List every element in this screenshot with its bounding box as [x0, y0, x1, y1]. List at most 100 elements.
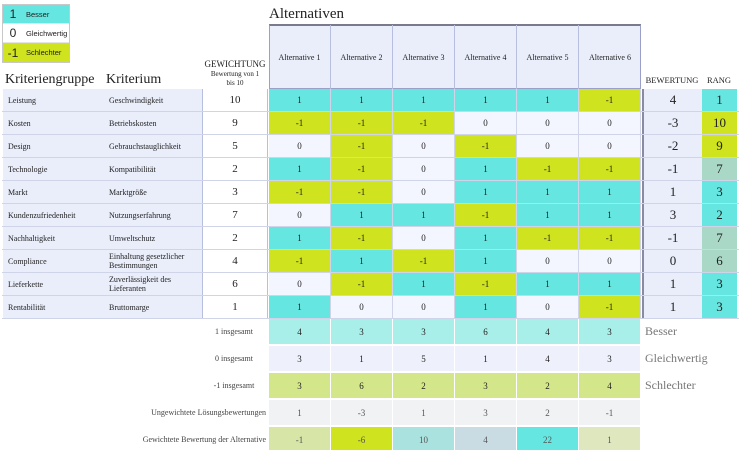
alternative-value-cell: 1 — [579, 181, 641, 203]
legend-symbol: 0 — [9, 26, 17, 40]
alternative-value-cell: 1 — [331, 89, 393, 111]
criterion-header: Kriterium — [106, 72, 162, 87]
criteria-group-cell: Leistung — [3, 89, 105, 111]
alternative-value-cell: -1 — [517, 158, 579, 180]
alternative-value-cell: -1 — [331, 135, 393, 157]
summary-value-cell: 1 — [455, 346, 517, 371]
alternative-value-cell: -1 — [393, 112, 455, 134]
alternative-value-cell: 1 — [269, 296, 331, 318]
criteria-group-cell: Lieferkette — [3, 273, 105, 295]
summary-value-cell: -6 — [331, 427, 393, 450]
legend-row-better: 1 Besser — [3, 5, 69, 24]
alternative-value-cell: -1 — [331, 112, 393, 134]
summary-tag: Besser — [645, 324, 677, 338]
criteria-group-cell: Rentabilität — [3, 296, 105, 318]
summary-value-cell: 2 — [393, 373, 455, 398]
summary-value-cell: 1 — [331, 346, 393, 371]
alternative-value-cell: 1 — [455, 296, 517, 318]
summary-value-cell: 3 — [579, 319, 641, 344]
row-divider — [2, 249, 739, 250]
summary-value-cell: -1 — [579, 400, 641, 425]
summary-value-cell: 3 — [455, 400, 517, 425]
alternative-value-cell: 1 — [455, 250, 517, 272]
summary-value-cell: 10 — [393, 427, 455, 450]
summary-value-cell: 3 — [579, 346, 641, 371]
alt-header-5: Alternative 5 — [517, 25, 579, 89]
score-cell: -1 — [642, 158, 702, 180]
weight-cell: 3 — [202, 181, 268, 203]
rank-cell: 9 — [702, 135, 737, 157]
alt-header-2: Alternative 2 — [331, 25, 393, 89]
alternative-value-cell: -1 — [269, 250, 331, 272]
summary-value-cell: 1 — [269, 400, 331, 425]
alternative-value-cell: -1 — [331, 227, 393, 249]
alternative-value-cell: 0 — [393, 135, 455, 157]
score-cell: -3 — [642, 112, 702, 134]
alt-header-3: Alternative 3 — [393, 25, 455, 89]
alternative-value-cell: -1 — [331, 158, 393, 180]
weighting-header: GEWICHTUNG — [204, 59, 266, 69]
summary-value-cell: 2 — [517, 373, 579, 398]
summary-value-cell: 4 — [517, 319, 579, 344]
summary-value-cell: 3 — [269, 346, 331, 371]
alternative-value-cell: -1 — [517, 227, 579, 249]
alternative-value-cell: -1 — [269, 181, 331, 203]
rank-cell: 7 — [702, 227, 737, 249]
criterion-cell: Bruttomarge — [104, 296, 202, 318]
summary-value-cell: 2 — [517, 400, 579, 425]
alternative-value-cell: 1 — [393, 273, 455, 295]
alt-header-4: Alternative 4 — [455, 25, 517, 89]
alternative-value-cell: 1 — [517, 89, 579, 111]
summary-tag: Gleichwertig — [645, 351, 708, 365]
row-divider — [2, 272, 739, 273]
alternative-value-cell: 1 — [269, 89, 331, 111]
alternative-value-cell: 1 — [455, 181, 517, 203]
rank-cell: 2 — [702, 204, 737, 226]
weight-cell: 4 — [202, 250, 268, 272]
alternative-value-cell: -1 — [579, 158, 641, 180]
legend-row-worse: -1 Schlechter — [3, 43, 69, 62]
alternative-value-cell: -1 — [579, 89, 641, 111]
alternative-value-cell: 1 — [269, 227, 331, 249]
criterion-cell: Geschwindigkeit — [104, 89, 202, 111]
score-cell: 0 — [642, 250, 702, 272]
alternative-value-cell: 1 — [331, 250, 393, 272]
legend-row-equal: 0 Gleichwertig — [3, 24, 69, 43]
criteria-group-cell: Nachhaltigkeit — [3, 227, 105, 249]
rank-cell: 3 — [702, 296, 737, 318]
summary-value-cell: -1 — [269, 427, 331, 450]
weight-cell: 9 — [202, 112, 268, 134]
alternative-value-cell: 1 — [517, 181, 579, 203]
criterion-cell: Zuverlässigkeit des Lieferanten — [104, 273, 202, 295]
alternative-value-cell: 0 — [517, 250, 579, 272]
alternative-value-cell: 0 — [269, 135, 331, 157]
weight-cell: 5 — [202, 135, 268, 157]
criterion-cell: Nutzungserfahrung — [104, 204, 202, 226]
weight-cell: 7 — [202, 204, 268, 226]
alternative-value-cell: 1 — [393, 89, 455, 111]
alternative-value-cell: 0 — [579, 135, 641, 157]
summary-label: Ungewichtete Lösungsbewertungen — [151, 408, 266, 417]
alt-header-1: Alternative 1 — [269, 25, 331, 89]
weight-cell: 2 — [202, 158, 268, 180]
alternatives-header-band — [269, 24, 641, 89]
summary-value-cell: 3 — [331, 319, 393, 344]
alternatives-title: Alternativen — [269, 6, 344, 22]
summary-value-cell: 3 — [269, 373, 331, 398]
alternative-value-cell: 1 — [579, 273, 641, 295]
alternative-value-cell: -1 — [455, 204, 517, 226]
rank-cell: 6 — [702, 250, 737, 272]
alternative-value-cell: -1 — [331, 181, 393, 203]
weight-cell: 2 — [202, 227, 268, 249]
alternative-value-cell: 0 — [269, 273, 331, 295]
summary-value-cell: 6 — [455, 319, 517, 344]
group-header: Kriteriengruppe — [5, 72, 95, 87]
criterion-cell: Umweltschutz — [104, 227, 202, 249]
summary-value-cell: -3 — [331, 400, 393, 425]
alt-header-6: Alternative 6 — [589, 52, 631, 62]
summary-value-cell: 6 — [331, 373, 393, 398]
alternative-value-cell: 1 — [455, 158, 517, 180]
summary-value-cell: 4 — [517, 346, 579, 371]
alternative-value-cell: 0 — [579, 112, 641, 134]
criterion-cell: Betriebskosten — [104, 112, 202, 134]
